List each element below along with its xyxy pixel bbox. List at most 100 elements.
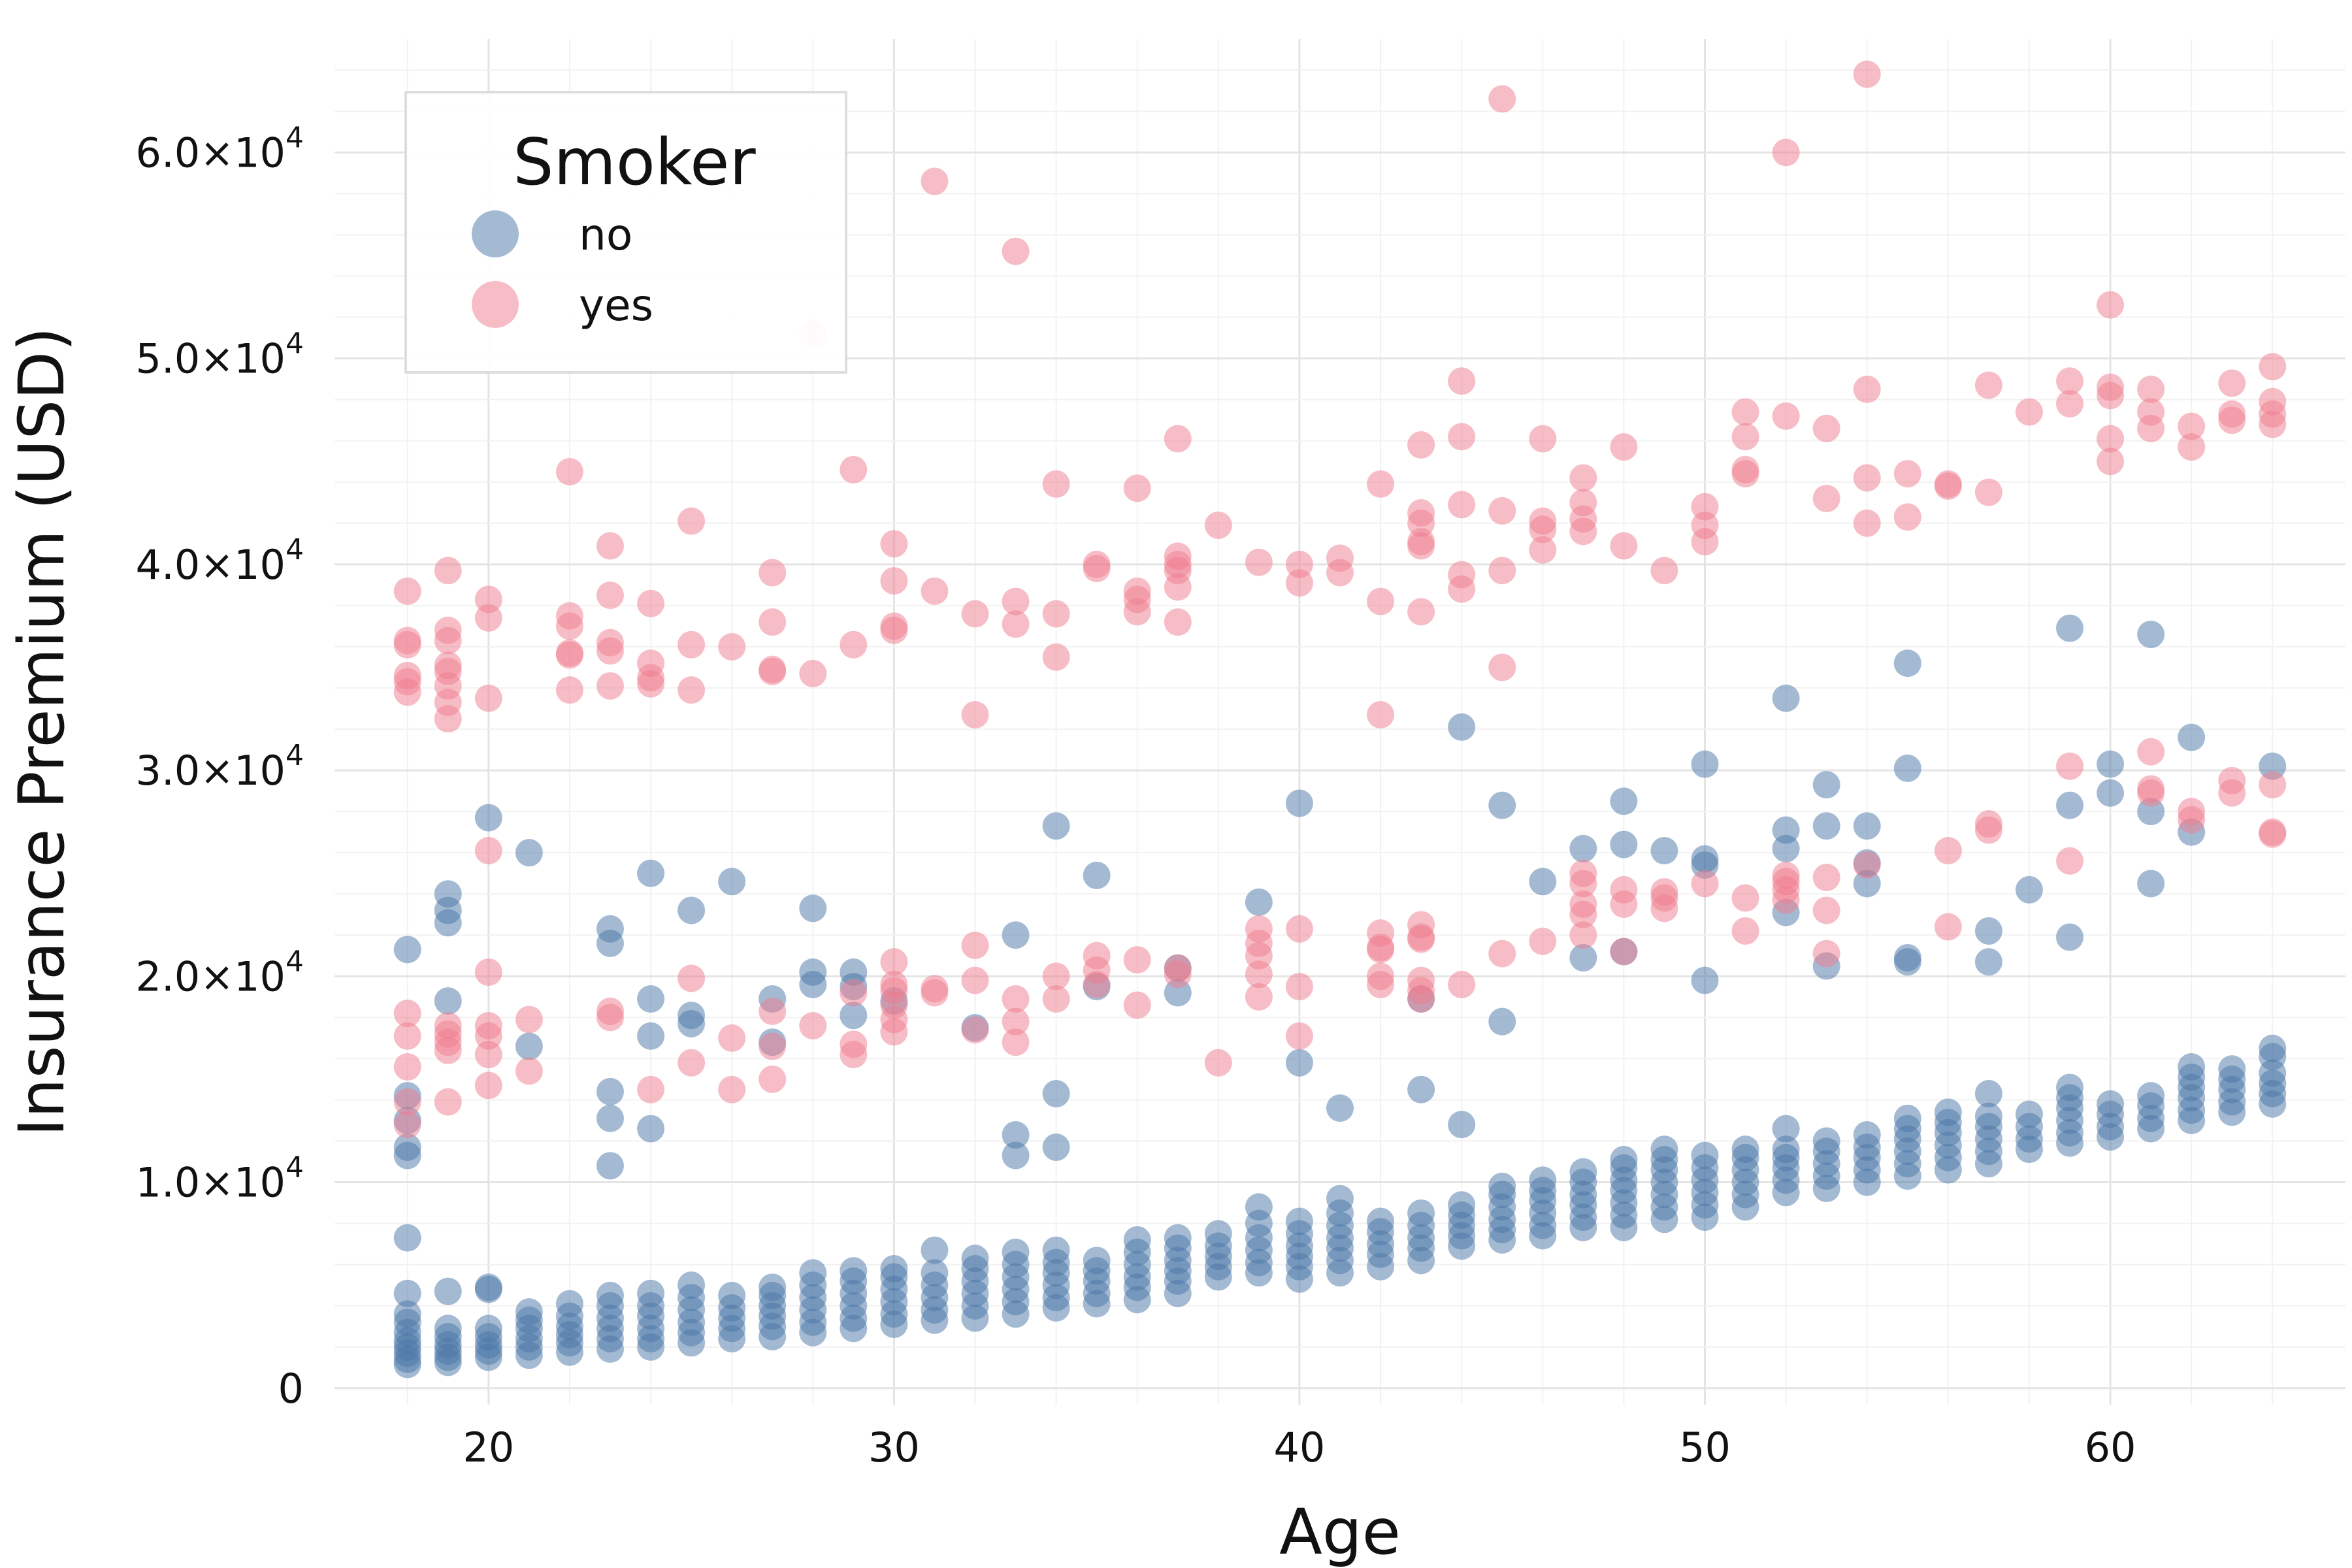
point-no bbox=[799, 894, 827, 923]
point-yes bbox=[1204, 511, 1232, 539]
point-yes bbox=[961, 700, 989, 728]
y-tick-label: 5.0×104 bbox=[136, 327, 304, 383]
point-yes bbox=[678, 676, 706, 704]
point-no bbox=[718, 868, 746, 896]
point-no bbox=[1974, 1102, 2002, 1130]
point-yes bbox=[1042, 470, 1070, 498]
point-yes bbox=[1731, 917, 1759, 945]
point-no bbox=[799, 958, 827, 987]
point-no bbox=[678, 1002, 706, 1030]
point-yes bbox=[555, 639, 583, 667]
point-no bbox=[1893, 649, 1921, 678]
point-yes bbox=[1164, 608, 1192, 636]
point-no bbox=[1245, 888, 1273, 916]
point-no bbox=[1610, 1145, 1638, 1173]
point-yes bbox=[1123, 474, 1151, 502]
point-yes bbox=[678, 964, 706, 992]
point-yes bbox=[596, 629, 624, 657]
point-yes bbox=[2056, 752, 2084, 780]
point-no bbox=[2218, 1055, 2246, 1083]
point-yes bbox=[393, 577, 421, 605]
legend-title: Smoker bbox=[513, 125, 756, 200]
point-yes bbox=[759, 608, 787, 636]
point-yes bbox=[1529, 927, 1557, 955]
point-no bbox=[2137, 621, 2165, 649]
point-yes bbox=[1610, 875, 1638, 904]
point-yes bbox=[1407, 911, 1435, 939]
point-yes bbox=[1448, 970, 1476, 998]
point-no bbox=[718, 1281, 746, 1309]
point-no bbox=[1691, 1141, 1719, 1169]
point-yes bbox=[555, 457, 583, 485]
point-yes bbox=[1529, 425, 1557, 453]
point-yes bbox=[961, 966, 989, 994]
point-no bbox=[393, 1133, 421, 1161]
point-yes bbox=[1812, 939, 1840, 968]
x-axis-title: Age bbox=[1279, 1495, 1401, 1568]
point-no bbox=[880, 1254, 908, 1282]
x-tick-label: 60 bbox=[2085, 1424, 2136, 1471]
point-no bbox=[637, 859, 665, 887]
point-yes bbox=[2137, 775, 2165, 803]
point-no bbox=[1772, 1135, 1800, 1164]
point-no bbox=[1934, 1098, 1962, 1126]
point-yes bbox=[434, 557, 462, 585]
y-tick-label: 0 bbox=[278, 1365, 304, 1413]
point-yes bbox=[1367, 700, 1395, 728]
point-no bbox=[1610, 830, 1638, 858]
point-yes bbox=[474, 585, 502, 613]
point-no bbox=[1893, 754, 1921, 782]
point-yes bbox=[2259, 818, 2287, 846]
point-no bbox=[1285, 789, 1313, 817]
point-yes bbox=[759, 1065, 787, 1093]
point-yes bbox=[2218, 369, 2246, 397]
point-no bbox=[1326, 1094, 1354, 1122]
point-yes bbox=[1123, 991, 1151, 1019]
x-tick-label: 30 bbox=[868, 1424, 920, 1471]
legend-marker-no bbox=[472, 210, 519, 257]
point-yes bbox=[1650, 878, 1678, 906]
point-no bbox=[1042, 812, 1070, 840]
point-no bbox=[2097, 750, 2125, 778]
point-yes bbox=[1285, 1022, 1313, 1050]
point-no bbox=[1569, 1158, 1597, 1186]
point-no bbox=[637, 1115, 665, 1143]
point-yes bbox=[596, 581, 624, 610]
point-yes bbox=[1042, 643, 1070, 671]
point-no bbox=[1691, 845, 1719, 873]
point-yes bbox=[1731, 455, 1759, 483]
point-no bbox=[759, 1273, 787, 1301]
point-yes bbox=[1569, 489, 1597, 517]
point-yes bbox=[1812, 896, 1840, 924]
point-yes bbox=[1569, 859, 1597, 887]
legend: Smoker no yes bbox=[404, 91, 847, 374]
point-yes bbox=[1488, 497, 1516, 525]
point-no bbox=[1691, 750, 1719, 778]
point-no bbox=[2137, 1082, 2165, 1110]
point-no bbox=[515, 1032, 543, 1060]
point-yes bbox=[1974, 371, 2002, 399]
point-no bbox=[393, 1224, 421, 1252]
point-yes bbox=[718, 1024, 746, 1052]
point-no bbox=[474, 804, 502, 832]
point-yes bbox=[961, 932, 989, 960]
x-tick-label: 40 bbox=[1273, 1424, 1325, 1471]
point-no bbox=[2137, 870, 2165, 898]
point-no bbox=[1974, 948, 2002, 976]
point-no bbox=[596, 1152, 624, 1180]
point-yes bbox=[1488, 557, 1516, 585]
point-no bbox=[961, 1245, 989, 1273]
point-yes bbox=[1893, 460, 1921, 488]
point-no bbox=[637, 1279, 665, 1307]
x-tick-label: 20 bbox=[463, 1424, 514, 1471]
point-yes bbox=[1772, 402, 1800, 430]
point-yes bbox=[1448, 367, 1476, 395]
point-yes bbox=[2218, 400, 2246, 428]
point-no bbox=[474, 1273, 502, 1301]
point-no bbox=[1650, 1135, 1678, 1164]
point-yes bbox=[1367, 470, 1395, 498]
point-yes bbox=[2137, 398, 2165, 426]
point-yes bbox=[393, 1000, 421, 1028]
point-no bbox=[1569, 834, 1597, 862]
point-yes bbox=[474, 1011, 502, 1039]
